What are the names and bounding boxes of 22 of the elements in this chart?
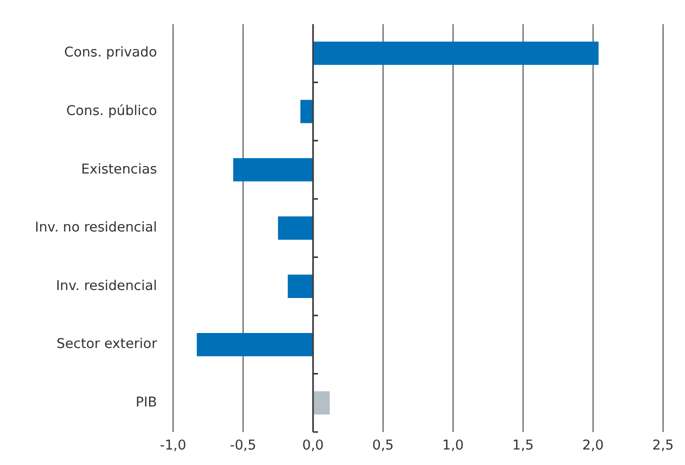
x-tick-label: -0,5 [230, 438, 256, 454]
y-tick-label: Existencias [81, 161, 157, 178]
x-tick-label: 1,5 [512, 438, 534, 454]
bar [314, 391, 330, 415]
x-tick-label: 0,0 [302, 438, 324, 454]
x-tick-label: 2,5 [652, 438, 674, 454]
y-tick-label: Sector exterior [56, 336, 158, 352]
bar [278, 216, 312, 240]
y-tick-label: PIB [136, 394, 157, 410]
y-tick-label: Inv. residencial [56, 278, 157, 294]
y-tick-label: Cons. privado [64, 44, 157, 61]
x-tick-label: 1,0 [442, 438, 464, 454]
bar [314, 42, 599, 65]
bar [300, 100, 312, 124]
y-tick-label: Cons. público [66, 103, 157, 120]
bar [288, 274, 312, 298]
x-tick-label: -1,0 [160, 438, 186, 454]
y-tick-label: Inv. no residencial [34, 220, 157, 236]
bar [233, 158, 312, 182]
bar [196, 332, 312, 356]
x-tick-label: 0,5 [372, 438, 394, 454]
x-tick-label: 2,0 [582, 438, 604, 454]
